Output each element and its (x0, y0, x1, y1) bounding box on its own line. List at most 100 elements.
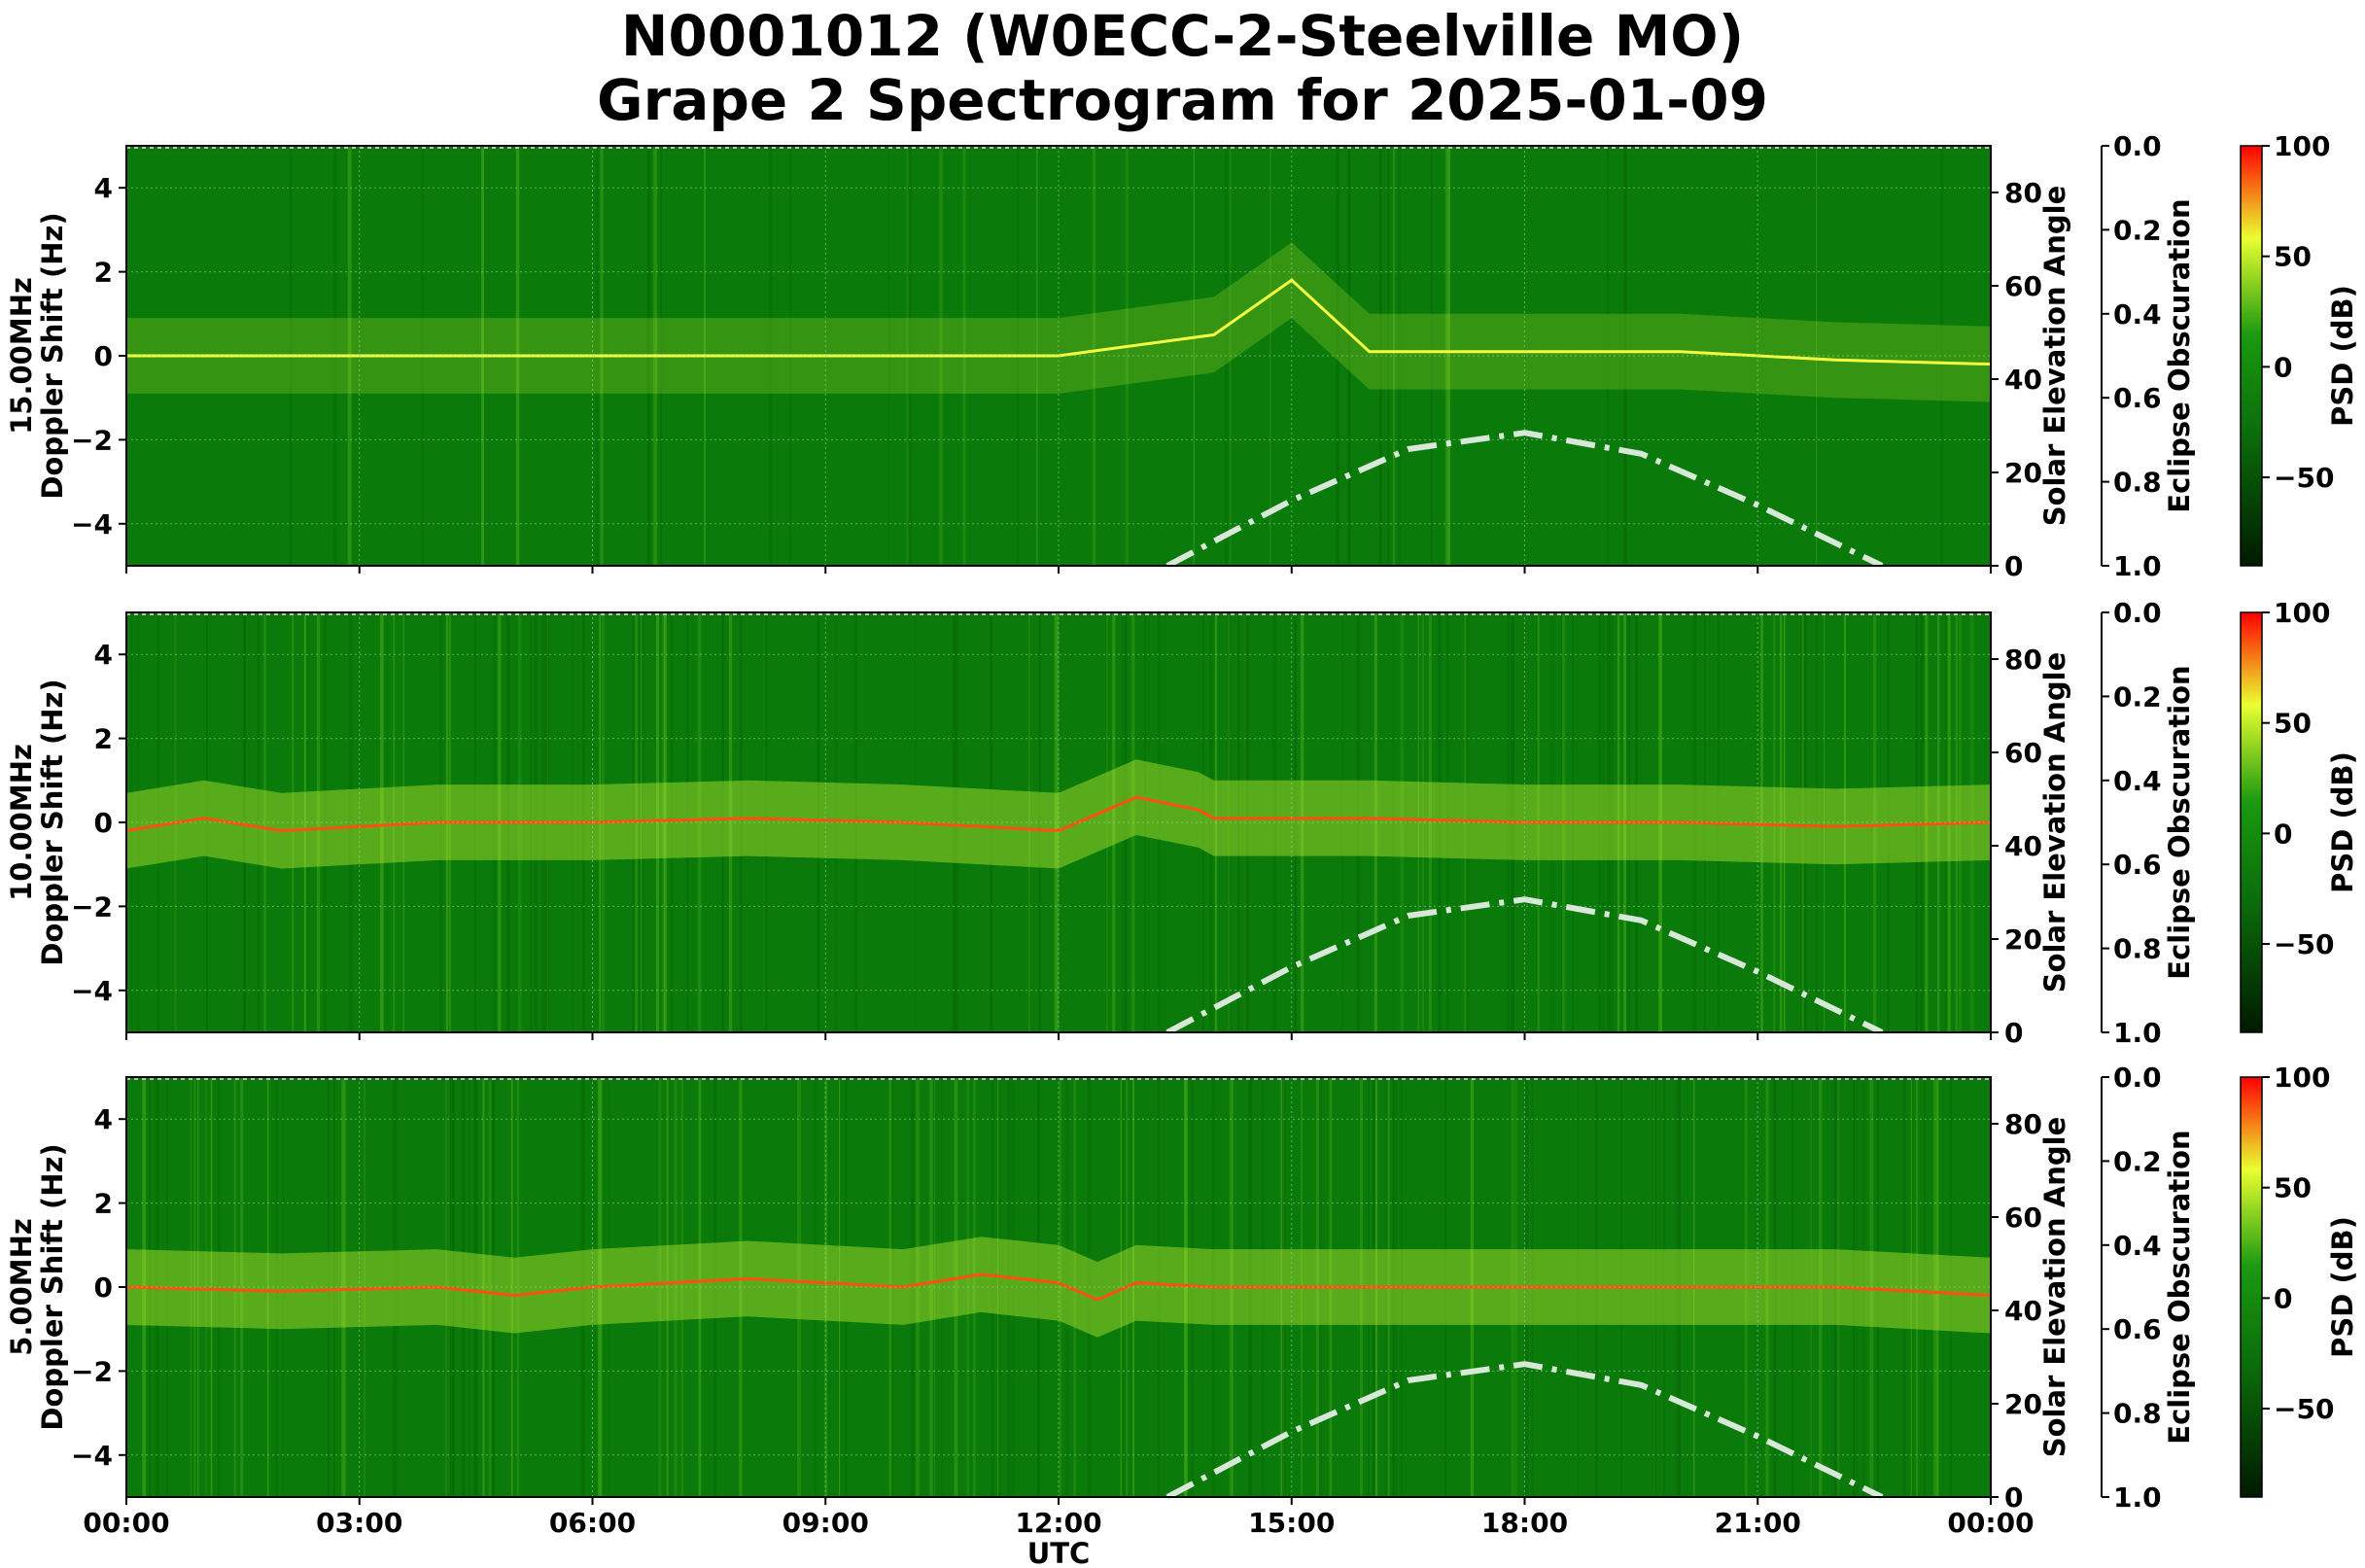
y-tick-label: 2 (94, 257, 113, 289)
noise-streak (1106, 612, 1108, 1032)
y-tick-label: 4 (94, 1103, 113, 1135)
noise-streak (990, 612, 993, 1032)
solar-axis-label: Solar Elevation Angle (2038, 652, 2071, 993)
x-tick-label: 09:00 (783, 1507, 869, 1539)
noise-streak (941, 1077, 943, 1497)
noise-streak (205, 1077, 207, 1497)
eclipse-tick-label: 0.6 (2113, 1313, 2162, 1345)
noise-streak (1801, 612, 1804, 1032)
noise-streak (1347, 146, 1351, 566)
noise-streak (1816, 146, 1818, 566)
eclipse-tick-label: 0.0 (2113, 130, 2162, 162)
y-tick-label: −4 (71, 975, 113, 1007)
noise-streak (1144, 612, 1146, 1032)
eclipse-tick-label: 0.8 (2113, 933, 2162, 965)
noise-streak (1387, 146, 1390, 566)
noise-streak (1374, 612, 1376, 1032)
solar-axis-label: Solar Elevation Angle (2038, 1117, 2071, 1458)
eclipse-axis-label: Eclipse Obscuration (2163, 198, 2196, 512)
noise-streak (516, 1077, 520, 1497)
noise-streak (1803, 612, 1807, 1032)
solar-tick-label: 40 (2004, 364, 2042, 396)
noise-streak (1236, 612, 1240, 1032)
noise-streak (910, 1077, 915, 1497)
noise-streak (1007, 1077, 1011, 1497)
eclipse-tick-label: 0.4 (2113, 298, 2162, 331)
noise-streak (1294, 612, 1297, 1032)
noise-streak (473, 1077, 478, 1497)
noise-streak (275, 1077, 278, 1497)
y-tick-label: 0 (94, 1272, 113, 1304)
noise-streak (954, 1077, 958, 1497)
x-tick-label: 00:00 (83, 1507, 169, 1539)
noise-streak (739, 612, 744, 1032)
colorbar-tick-label: 100 (2274, 597, 2330, 629)
noise-streak (328, 1077, 330, 1497)
noise-streak (1393, 146, 1395, 566)
solar-tick-label: 20 (2004, 457, 2042, 489)
noise-streak (157, 612, 159, 1032)
noise-streak (1300, 612, 1304, 1032)
y-axis-label: Doppler Shift (Hz) (36, 679, 69, 965)
colorbar-tick-label: 50 (2274, 241, 2312, 273)
panel-frequency-label: 10.00MHz (5, 744, 38, 901)
x-tick-label: 21:00 (1715, 1507, 1801, 1539)
eclipse-tick-label: 0.8 (2113, 1398, 2162, 1430)
noise-streak (491, 1077, 495, 1497)
eclipse-tick-label: 0.4 (2113, 1230, 2162, 1262)
colorbar-tick-label: 0 (2274, 818, 2292, 850)
noise-streak (1158, 612, 1161, 1032)
eclipse-tick-label: 0.2 (2113, 214, 2162, 246)
noise-streak (379, 612, 384, 1032)
eclipse-tick-label: 0.2 (2113, 1145, 2162, 1177)
noise-streak (697, 612, 702, 1032)
noise-streak (1464, 612, 1468, 1032)
noise-streak (1201, 612, 1204, 1032)
noise-streak (663, 612, 667, 1032)
noise-streak (210, 1077, 213, 1497)
noise-streak (323, 612, 328, 1032)
noise-streak (1193, 146, 1195, 566)
noise-streak (1935, 1077, 1939, 1497)
noise-streak (1430, 146, 1434, 566)
colorbar-tick-label: 100 (2274, 130, 2330, 162)
colorbar-tick-label: 0 (2274, 351, 2292, 383)
chart-title-line1: N0001012 (W0ECC-2-Steelville MO) (620, 3, 1745, 69)
noise-streak (998, 1077, 1001, 1497)
y-tick-label: 0 (94, 340, 113, 372)
x-tick-label: 15:00 (1248, 1507, 1335, 1539)
noise-streak (1779, 612, 1783, 1032)
x-tick-label: 12:00 (1015, 1507, 1101, 1539)
x-tick-label: 18:00 (1481, 1507, 1568, 1539)
colorbar (2240, 611, 2263, 1033)
y-tick-label: −4 (71, 1440, 113, 1472)
solar-tick-label: 60 (2004, 270, 2042, 302)
y-tick-label: −4 (71, 508, 113, 540)
noise-streak (1120, 1077, 1122, 1497)
colorbar-label: PSD (dB) (2326, 285, 2359, 427)
noise-streak (197, 1077, 199, 1497)
chart-title-line2: Grape 2 Spectrogram for 2025-01-09 (597, 67, 1768, 133)
colorbar-tick-label: 50 (2274, 708, 2312, 740)
noise-streak (1124, 612, 1128, 1032)
noise-streak (1245, 612, 1249, 1032)
solar-tick-label: 0 (2004, 1017, 2023, 1049)
solar-tick-label: 20 (2004, 1388, 2042, 1420)
y-tick-label: −2 (71, 424, 113, 456)
noise-streak (1400, 612, 1405, 1032)
noise-streak (721, 612, 725, 1032)
y-tick-label: −2 (71, 1355, 113, 1387)
noise-streak (488, 1077, 493, 1497)
y-tick-label: 0 (94, 807, 113, 839)
noise-streak (972, 1077, 976, 1497)
solar-tick-label: 80 (2004, 644, 2042, 676)
eclipse-tick-label: 0.0 (2113, 1062, 2162, 1094)
noise-streak (817, 612, 820, 1032)
noise-streak (341, 1077, 345, 1497)
noise-streak (955, 612, 959, 1032)
colorbar-label: PSD (dB) (2326, 751, 2359, 893)
noise-streak (1392, 612, 1394, 1032)
noise-streak (1623, 146, 1627, 566)
